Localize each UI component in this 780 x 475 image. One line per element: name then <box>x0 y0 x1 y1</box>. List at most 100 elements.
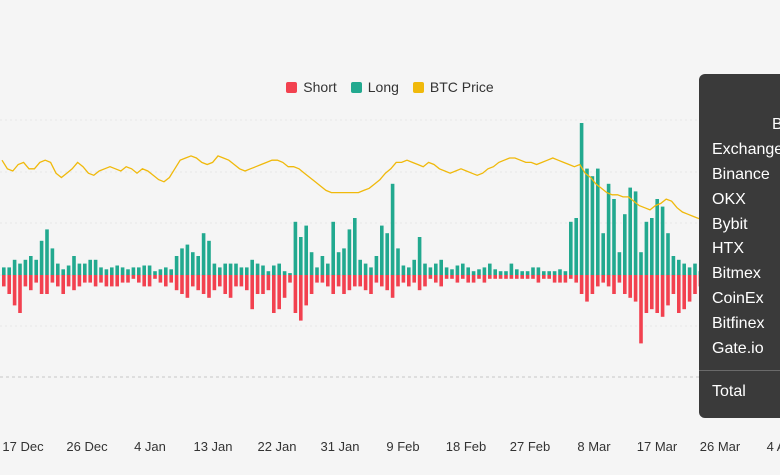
long-bar[interactable] <box>180 248 184 275</box>
long-bar[interactable] <box>277 263 281 275</box>
short-bar[interactable] <box>482 275 487 283</box>
long-bar[interactable] <box>585 168 589 275</box>
short-bar[interactable] <box>45 275 49 294</box>
short-bar[interactable] <box>180 275 184 294</box>
long-bar[interactable] <box>34 259 38 275</box>
long-bar[interactable] <box>272 265 276 276</box>
short-bar[interactable] <box>558 275 562 283</box>
short-bar[interactable] <box>56 275 60 287</box>
short-bar[interactable] <box>223 275 227 294</box>
short-bar[interactable] <box>126 275 130 283</box>
short-bar[interactable] <box>23 275 28 287</box>
short-bar[interactable] <box>515 275 519 279</box>
short-bar[interactable] <box>201 275 206 294</box>
short-bar[interactable] <box>687 275 692 302</box>
long-bar[interactable] <box>655 199 659 275</box>
long-bar[interactable] <box>633 191 638 275</box>
long-bar[interactable] <box>18 263 22 275</box>
long-bar[interactable] <box>606 183 611 275</box>
long-bar[interactable] <box>56 263 60 275</box>
short-bar[interactable] <box>147 275 152 287</box>
long-bar[interactable] <box>666 233 670 275</box>
long-bar[interactable] <box>255 263 260 275</box>
short-bar[interactable] <box>461 275 465 279</box>
short-bar[interactable] <box>228 275 233 298</box>
long-bar[interactable] <box>596 168 600 275</box>
long-bar[interactable] <box>282 271 287 275</box>
short-bar[interactable] <box>520 275 524 279</box>
short-bar[interactable] <box>255 275 260 294</box>
long-bar[interactable] <box>466 267 470 275</box>
long-bar[interactable] <box>488 263 492 275</box>
short-bar[interactable] <box>83 275 87 283</box>
long-bar[interactable] <box>158 269 163 275</box>
long-bar[interactable] <box>363 263 368 275</box>
long-bar[interactable] <box>201 233 206 275</box>
short-bar[interactable] <box>380 275 384 287</box>
short-bar[interactable] <box>677 275 681 313</box>
short-bar[interactable] <box>326 275 330 287</box>
long-bar[interactable] <box>509 263 514 275</box>
long-bar[interactable] <box>558 269 562 275</box>
short-bar[interactable] <box>137 275 141 283</box>
short-bar[interactable] <box>358 275 362 287</box>
long-bar[interactable] <box>385 233 389 275</box>
short-bar[interactable] <box>77 275 82 287</box>
short-bar[interactable] <box>158 275 163 283</box>
short-bar[interactable] <box>407 275 411 287</box>
long-bar[interactable] <box>293 221 298 275</box>
short-bar[interactable] <box>439 275 443 287</box>
short-bar[interactable] <box>110 275 114 287</box>
long-bar[interactable] <box>353 218 357 275</box>
short-bar[interactable] <box>536 275 541 283</box>
long-bar[interactable] <box>93 259 98 275</box>
short-bar[interactable] <box>488 275 492 279</box>
long-bar[interactable] <box>137 267 141 275</box>
long-bar[interactable] <box>439 259 443 275</box>
short-bar[interactable] <box>455 275 460 283</box>
long-bar[interactable] <box>515 269 519 275</box>
long-bar[interactable] <box>169 269 173 275</box>
long-bar[interactable] <box>2 267 6 275</box>
long-bar[interactable] <box>569 221 573 275</box>
long-bar[interactable] <box>390 183 395 275</box>
long-bar[interactable] <box>401 265 406 276</box>
short-bar[interactable] <box>288 275 292 283</box>
long-bar[interactable] <box>434 263 438 275</box>
long-bar[interactable] <box>147 265 152 276</box>
short-bar[interactable] <box>174 275 179 291</box>
short-bar[interactable] <box>185 275 190 298</box>
short-bar[interactable] <box>304 275 308 306</box>
long-bar[interactable] <box>380 225 384 275</box>
short-bar[interactable] <box>363 275 368 291</box>
long-bar[interactable] <box>498 271 503 275</box>
short-bar[interactable] <box>585 275 589 302</box>
short-bar[interactable] <box>493 275 497 279</box>
short-bar[interactable] <box>434 275 438 283</box>
short-bar[interactable] <box>428 275 433 279</box>
short-bar[interactable] <box>336 275 341 287</box>
long-bar[interactable] <box>369 267 373 275</box>
short-bar[interactable] <box>542 275 546 279</box>
long-bar[interactable] <box>574 218 578 275</box>
short-bar[interactable] <box>7 275 11 294</box>
short-bar[interactable] <box>239 275 244 287</box>
long-bar[interactable] <box>520 271 524 275</box>
long-bar[interactable] <box>493 269 497 275</box>
long-bar[interactable] <box>423 263 427 275</box>
short-bar[interactable] <box>261 275 265 294</box>
short-bar[interactable] <box>671 275 676 294</box>
legend-item-long[interactable]: Long <box>350 79 399 95</box>
long-bar[interactable] <box>304 225 308 275</box>
short-bar[interactable] <box>423 275 427 287</box>
long-bar[interactable] <box>444 267 449 275</box>
long-bar[interactable] <box>644 221 649 275</box>
short-bar[interactable] <box>693 275 697 294</box>
long-bar[interactable] <box>693 263 697 275</box>
legend-item-short[interactable]: Short <box>286 79 337 95</box>
long-bar[interactable] <box>542 271 546 275</box>
short-bar[interactable] <box>207 275 211 298</box>
long-bar[interactable] <box>374 256 379 275</box>
long-bar[interactable] <box>326 263 330 275</box>
short-bar[interactable] <box>525 275 530 279</box>
